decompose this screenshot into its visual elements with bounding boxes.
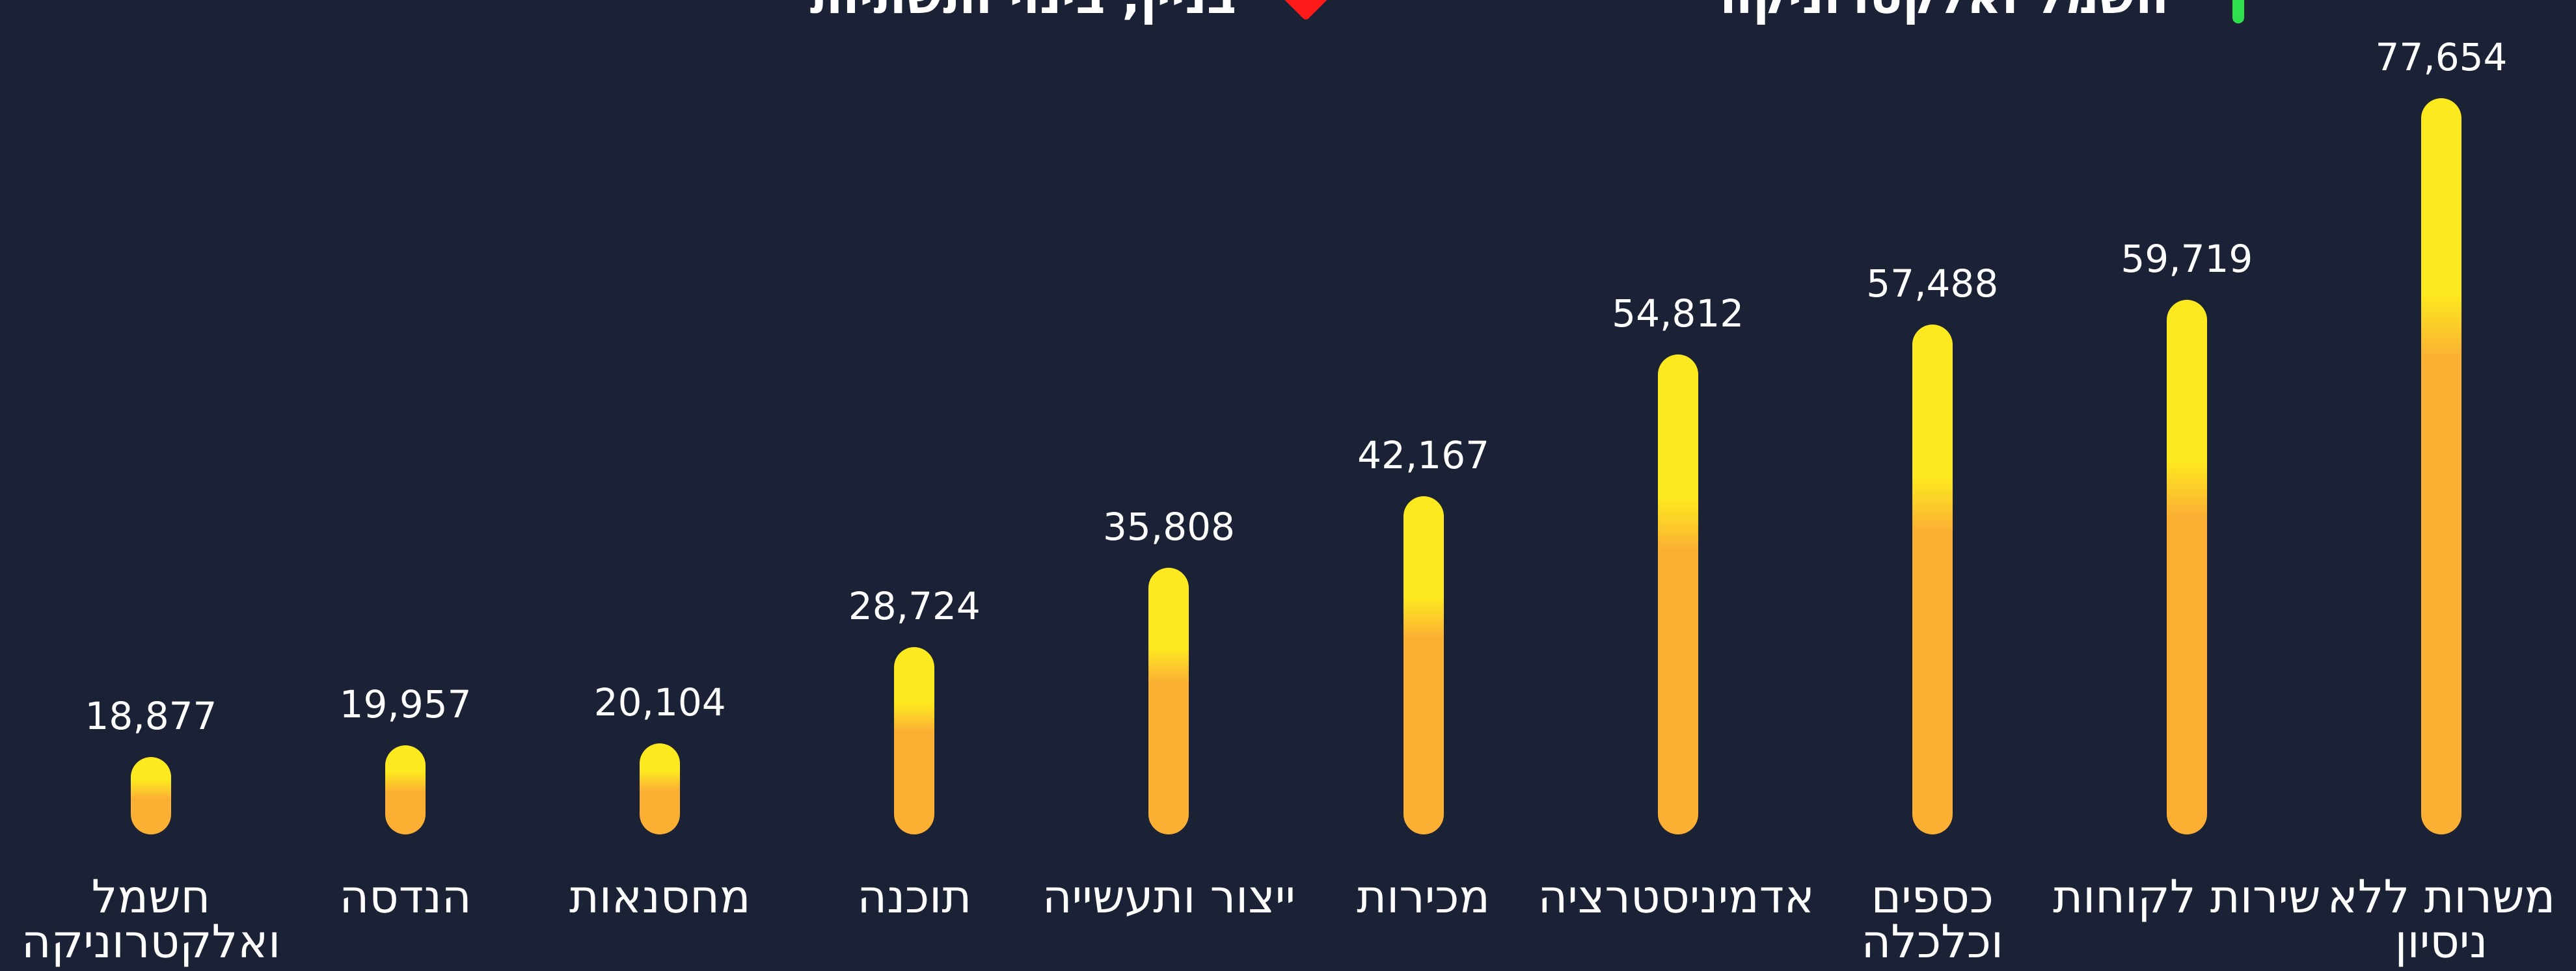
bar bbox=[1912, 325, 1953, 834]
value-label: 42,167 bbox=[1357, 433, 1490, 478]
value-label: 35,808 bbox=[1102, 504, 1235, 549]
value-label: 28,724 bbox=[848, 583, 981, 628]
legend-marker bbox=[2232, 0, 2244, 23]
bar bbox=[2421, 98, 2461, 834]
bar bbox=[640, 743, 681, 834]
value-label: 19,957 bbox=[339, 682, 472, 726]
category-label: חשמל ואלקטרוניקה bbox=[21, 870, 281, 968]
value-label: 18,877 bbox=[85, 694, 217, 739]
category-label: כספים וכלכלה bbox=[1861, 870, 2003, 968]
value-label: 77,654 bbox=[2375, 35, 2508, 80]
bar bbox=[1148, 567, 1189, 834]
bar bbox=[894, 646, 935, 834]
category-label: מחסנאות bbox=[569, 870, 751, 924]
bar bbox=[2166, 299, 2207, 834]
category-label: מכירות bbox=[1357, 870, 1490, 924]
legend-marker bbox=[1278, 0, 1334, 21]
bar bbox=[385, 745, 426, 834]
value-label: 57,488 bbox=[1866, 261, 1999, 306]
value-label: 59,719 bbox=[2121, 236, 2253, 281]
category-label: אדמיניסטרציה bbox=[1538, 870, 1815, 924]
value-label: 20,104 bbox=[593, 680, 726, 725]
bar bbox=[131, 757, 171, 834]
category-label: ייצור ותעשייה bbox=[1042, 870, 1296, 924]
category-label: תוכנה bbox=[857, 870, 972, 924]
legend-label: בניין, בינוי ותשתיות bbox=[810, 0, 1236, 21]
value-label: 54,812 bbox=[1612, 291, 1744, 336]
bar bbox=[1403, 496, 1444, 834]
category-label: שירות לקוחות bbox=[2053, 870, 2321, 924]
category-label: משרות ללא ניסיון bbox=[2327, 870, 2556, 968]
bar bbox=[1657, 354, 1698, 834]
legend-label: חשמל ואלקטרוניקה bbox=[1720, 0, 2169, 21]
category-label: הנדסה bbox=[339, 870, 472, 924]
